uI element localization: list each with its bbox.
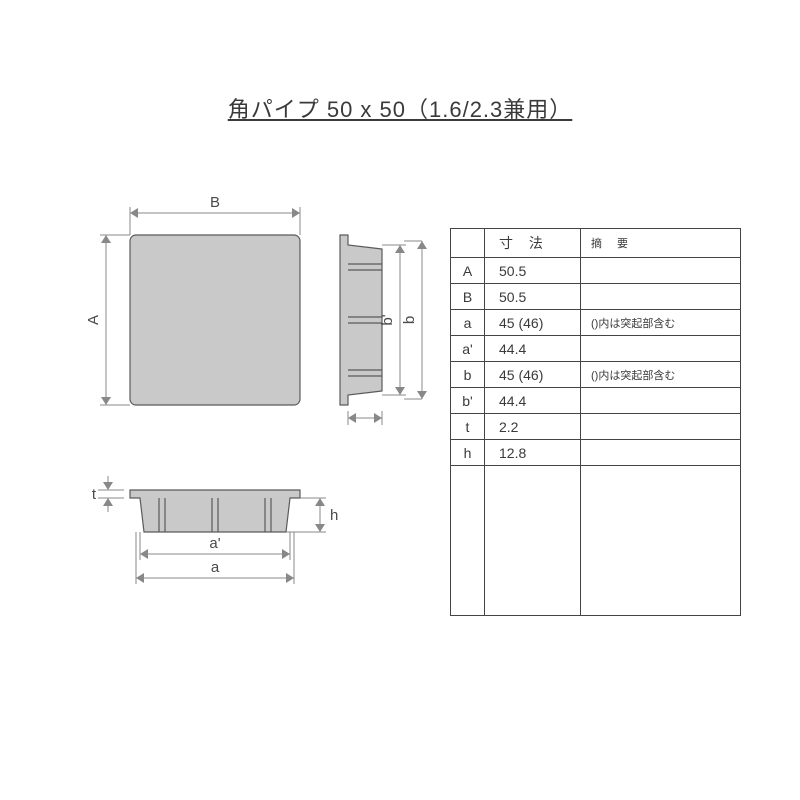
table-row: B50.5 — [451, 284, 741, 310]
page-title: 角パイプ 50 x 50（1.6/2.3兼用） — [228, 92, 573, 124]
svg-text:b': b' — [379, 314, 396, 325]
cell-note — [581, 284, 741, 310]
cell-note — [581, 336, 741, 362]
table-row: h12.8 — [451, 440, 741, 466]
cell-note: ()内は突起部含む — [581, 362, 741, 388]
cell-note — [581, 258, 741, 284]
svg-text:a: a — [211, 559, 220, 576]
table-row: t2.2 — [451, 414, 741, 440]
table-header-row: 寸 法 摘 要 — [451, 229, 741, 258]
table-row: b45 (46)()内は突起部含む — [451, 362, 741, 388]
cell-symbol: B — [451, 284, 485, 310]
svg-text:B: B — [210, 194, 220, 211]
cell-note: ()内は突起部含む — [581, 310, 741, 336]
cell-symbol: t — [451, 414, 485, 440]
table-row: a'44.4 — [451, 336, 741, 362]
cell-dimension: 2.2 — [485, 414, 581, 440]
cell-dimension: 44.4 — [485, 336, 581, 362]
cell-symbol: a — [451, 310, 485, 336]
cell-note — [581, 388, 741, 414]
cell-symbol: a' — [451, 336, 485, 362]
cell-dimension: 12.8 — [485, 440, 581, 466]
cell-symbol: A — [451, 258, 485, 284]
table-row: a45 (46)()内は突起部含む — [451, 310, 741, 336]
table-row: b'44.4 — [451, 388, 741, 414]
technical-drawing: BAb'btha'a — [50, 200, 430, 660]
cell-dimension: 45 (46) — [485, 362, 581, 388]
svg-text:A: A — [85, 315, 102, 325]
header-note: 摘 要 — [581, 229, 741, 258]
cell-dimension: 50.5 — [485, 284, 581, 310]
cell-dimension: 50.5 — [485, 258, 581, 284]
cell-dimension: 45 (46) — [485, 310, 581, 336]
svg-text:b: b — [401, 316, 418, 324]
svg-text:h: h — [330, 507, 338, 524]
dimension-table: 寸 法 摘 要 A50.5B50.5a45 (46)()内は突起部含むa'44.… — [450, 228, 741, 616]
cell-dimension: 44.4 — [485, 388, 581, 414]
cell-symbol: h — [451, 440, 485, 466]
cell-note — [581, 440, 741, 466]
cell-symbol: b' — [451, 388, 485, 414]
table-blank-row — [451, 466, 741, 616]
cell-note — [581, 414, 741, 440]
cell-symbol: b — [451, 362, 485, 388]
header-dimension: 寸 法 — [485, 229, 581, 258]
svg-text:a': a' — [209, 535, 220, 552]
header-symbol — [451, 229, 485, 258]
svg-text:t: t — [92, 486, 97, 503]
table-row: A50.5 — [451, 258, 741, 284]
